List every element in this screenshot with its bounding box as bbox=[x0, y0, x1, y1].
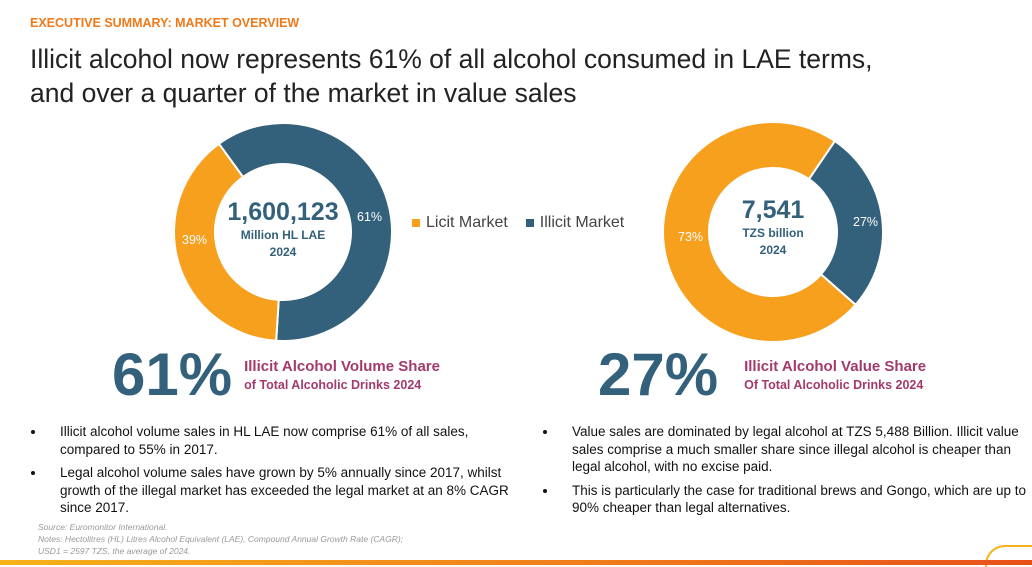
volume-total: 1,600,123 bbox=[227, 198, 339, 226]
volume-licit-label: 39% bbox=[182, 233, 208, 247]
decorative-curve bbox=[985, 545, 1032, 567]
volume-share-stat: 61% Illicit Alcohol Volume Share of Total… bbox=[112, 340, 440, 409]
value-licit-label: 73% bbox=[678, 230, 704, 244]
title-line-2: and over a quarter of the market in valu… bbox=[30, 78, 577, 108]
title-line-1: Illicit alcohol now represents 61% of al… bbox=[30, 44, 873, 74]
chart-legend: Licit Market Illicit Market bbox=[412, 214, 624, 232]
illicit-slice bbox=[217, 122, 393, 342]
bullet-item: Legal alcohol volume sales have grown by… bbox=[46, 464, 526, 517]
value-share-stat: 27% Illicit Alcohol Value Share Of Total … bbox=[598, 340, 926, 409]
source-note: Source: Euromonitor International. bbox=[38, 522, 168, 532]
licit-swatch-icon bbox=[412, 218, 420, 227]
licit-slice bbox=[173, 142, 280, 342]
value-unit: TZS billion bbox=[742, 226, 804, 240]
licit-slice bbox=[663, 122, 857, 342]
volume-bullets: Illicit alcohol volume sales in HL LAE n… bbox=[28, 423, 526, 523]
volume-share-title: Illicit Alcohol Volume Share bbox=[244, 357, 440, 375]
volume-donut-chart bbox=[173, 122, 393, 342]
slide-title: Illicit alcohol now represents 61% of al… bbox=[30, 42, 1020, 110]
bullet-item: Illicit alcohol volume sales in HL LAE n… bbox=[46, 423, 526, 458]
bullet-item: Value sales are dominated by legal alcoh… bbox=[558, 423, 1032, 476]
value-donut-center: 7,541 TZS billion 2024 bbox=[713, 196, 833, 259]
illicit-swatch-icon bbox=[525, 218, 534, 227]
value-total: 7,541 bbox=[741, 196, 805, 224]
legend-licit-label: Licit Market bbox=[426, 214, 508, 231]
source-notes: Source: Euromonitor International. Notes… bbox=[38, 521, 403, 557]
value-illicit-label: 27% bbox=[853, 215, 879, 229]
volume-illicit-label: 61% bbox=[357, 210, 383, 224]
bullet-item: This is particularly the case for tradit… bbox=[558, 482, 1032, 517]
volume-share-value: 61% bbox=[112, 341, 233, 408]
legend-licit: Licit Market bbox=[412, 214, 508, 232]
volume-year: 2024 bbox=[269, 245, 297, 259]
notes-note: Notes: Hectolitres (HL) Litres Alcohol E… bbox=[38, 534, 404, 544]
volume-donut-center: 1,600,123 Million HL LAE 2024 bbox=[203, 198, 363, 261]
value-share-value: 27% bbox=[598, 341, 719, 408]
legend-illicit-label: Illicit Market bbox=[539, 214, 625, 231]
illicit-slice bbox=[807, 139, 883, 307]
legend-illicit: Illicit Market bbox=[525, 214, 625, 232]
value-year: 2024 bbox=[759, 243, 787, 257]
section-kicker: EXECUTIVE SUMMARY: MARKET OVERVIEW bbox=[30, 16, 300, 30]
value-bullets: Value sales are dominated by legal alcoh… bbox=[540, 423, 1032, 523]
value-share-title: Illicit Alcohol Value Share bbox=[744, 357, 927, 375]
volume-unit: Million HL LAE bbox=[240, 228, 326, 242]
footer-bar bbox=[0, 560, 1032, 565]
value-donut-chart bbox=[663, 122, 883, 342]
exchange-note: USD1 = 2597 TZS, the average of 2024. bbox=[38, 546, 191, 556]
value-share-subtitle: Of Total Alcoholic Drinks 2024 bbox=[744, 377, 924, 392]
volume-share-subtitle: of Total Alcoholic Drinks 2024 bbox=[244, 377, 422, 392]
